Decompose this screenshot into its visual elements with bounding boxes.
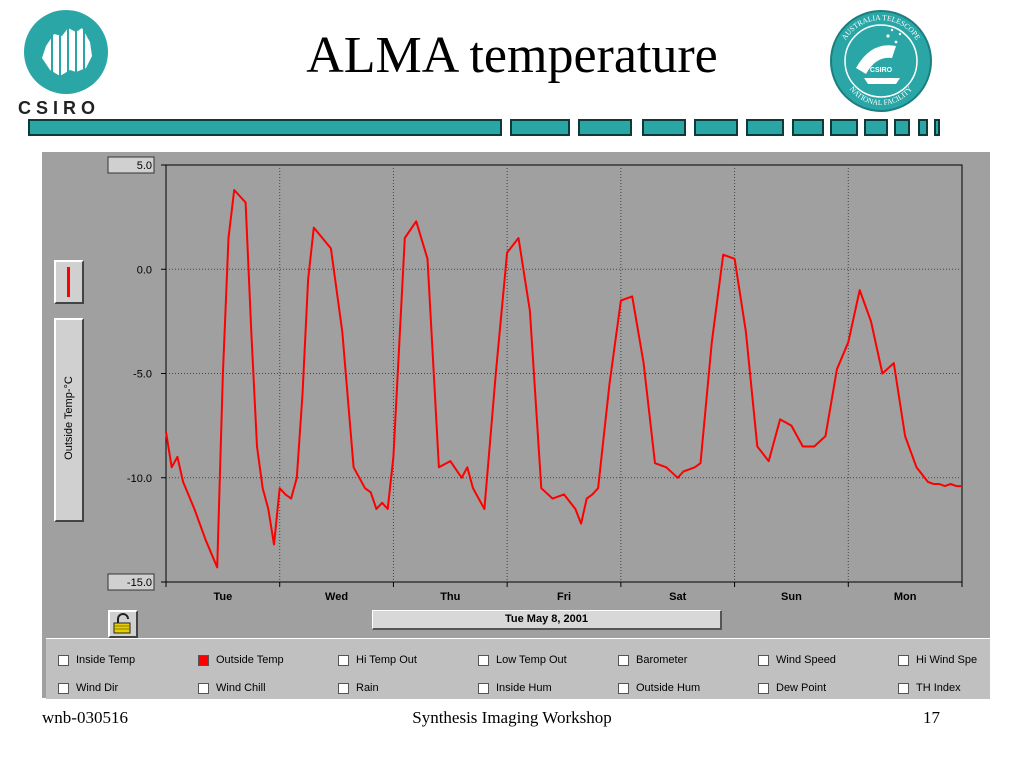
- slide-title: ALMA temperature: [306, 27, 718, 84]
- header-bar-segment: [918, 119, 928, 136]
- footer-left: wnb-030516: [42, 708, 128, 727]
- checkbox-label-inside-temp: Inside Temp: [76, 654, 136, 666]
- header-bar-segment: [28, 119, 502, 136]
- header-bar-segment: [578, 119, 632, 136]
- checkbox-hi-wind-spe[interactable]: [898, 655, 909, 666]
- x-tick-label: Mon: [894, 591, 917, 603]
- checkbox-hi-temp-out[interactable]: [338, 655, 349, 666]
- checkbox-label-wind-speed: Wind Speed: [776, 654, 836, 666]
- checkbox-label-dew-point: Dew Point: [776, 682, 827, 694]
- checkbox-dew-point[interactable]: [758, 683, 769, 694]
- checkbox-wind-dir[interactable]: [58, 683, 69, 694]
- series-color-swatch: [67, 267, 70, 297]
- y-limit-box: [107, 573, 155, 591]
- lock-button[interactable]: [108, 610, 138, 638]
- header-bar-segment: [694, 119, 738, 136]
- header-bar-segment: [642, 119, 686, 136]
- x-tick-label: Sat: [669, 591, 686, 603]
- weather-app-panel: 5.0 0.0 -5.0 -10.0 -15.0 Tue Wed Thu Fri Sat Sun Mo…: [42, 152, 990, 699]
- x-tick-label: Thu: [440, 591, 460, 603]
- checkbox-rain[interactable]: [338, 683, 349, 694]
- checkbox-label-hi-wind-spe: Hi Wind Spe: [916, 654, 978, 666]
- checkbox-label-hi-temp-out: Hi Temp Out: [356, 654, 417, 666]
- y-limit-box: [107, 156, 155, 174]
- checkbox-label-wind-chill: Wind Chill: [216, 682, 266, 694]
- y-tick-label: -10.0: [127, 473, 152, 485]
- header-bar-segment: [510, 119, 570, 136]
- y-axis-label: Outside Temp-°C: [63, 376, 75, 460]
- checkbox-barometer[interactable]: [618, 655, 629, 666]
- temperature-chart: 5.0 0.0 -5.0 -10.0 -15.0 Tue Wed Thu Fri Sat Sun Mo…: [107, 156, 963, 603]
- header-bar-segment: [934, 119, 940, 136]
- checkbox-label-barometer: Barometer: [636, 654, 688, 666]
- y-tick-label: -15.0: [127, 577, 152, 589]
- checkbox-label-wind-dir: Wind Dir: [76, 682, 119, 694]
- checkbox-wind-chill[interactable]: [198, 683, 209, 694]
- x-tick-label: Tue: [213, 591, 232, 603]
- checkbox-label-outside-hum: Outside Hum: [636, 682, 701, 694]
- y-tick-label: 5.0: [137, 160, 152, 172]
- checkbox-outside-hum[interactable]: [618, 683, 629, 694]
- header-bar-segment: [746, 119, 784, 136]
- header-bar-segment: [864, 119, 888, 136]
- atnf-logo-graphic: CSIRO AUSTRALIA TELESCOPE NATIONAL FACIL…: [830, 10, 932, 112]
- header-bar-segment: [792, 119, 824, 136]
- checkbox-outside-temp[interactable]: [198, 655, 209, 666]
- checkbox-th-index[interactable]: [898, 683, 909, 694]
- checkbox-label-rain: Rain: [356, 682, 379, 694]
- footer-center: Synthesis Imaging Workshop: [412, 708, 612, 727]
- checkbox-inside-hum[interactable]: [478, 683, 489, 694]
- x-tick-label: Wed: [325, 591, 348, 603]
- padlock-icon: [113, 613, 131, 634]
- date-display[interactable]: Tue May 8, 2001: [372, 610, 722, 630]
- atnf-logo-inner-text: CSIRO: [870, 67, 893, 74]
- x-tick-label: Fri: [557, 591, 571, 603]
- y-tick-label: -5.0: [133, 369, 152, 381]
- series-line-outside-temp: [165, 189, 962, 569]
- checkbox-label-outside-temp: Outside Temp: [216, 654, 284, 666]
- footer-page-number: 17: [923, 708, 940, 727]
- checkbox-wind-speed[interactable]: [758, 655, 769, 666]
- checkbox-label-inside-hum: Inside Hum: [496, 682, 552, 694]
- checkbox-inside-temp[interactable]: [58, 655, 69, 666]
- csiro-logo-text: CSIRO: [18, 98, 101, 118]
- checkbox-low-temp-out[interactable]: [478, 655, 489, 666]
- header-bar-segment: [894, 119, 910, 136]
- series-color-button[interactable]: [54, 260, 84, 304]
- csiro-logo: [20, 6, 112, 96]
- checkbox-label-low-temp-out: Low Temp Out: [496, 654, 567, 666]
- y-tick-label: 0.0: [137, 264, 152, 276]
- x-tick-label: Sun: [781, 591, 802, 603]
- checkbox-label-th-index: TH Index: [916, 682, 961, 694]
- y-axis-label-button[interactable]: Outside Temp-°C: [54, 318, 84, 522]
- csiro-logo-graphic: [24, 10, 108, 94]
- atnf-logo: CSIRO AUSTRALIA TELESCOPE NATIONAL FACIL…: [826, 6, 936, 116]
- series-checkbox-panel: Inside Temp Outside Temp Hi Temp Out Low Te…: [46, 638, 990, 699]
- header-bar-segment: [830, 119, 858, 136]
- plot-area: [165, 164, 963, 583]
